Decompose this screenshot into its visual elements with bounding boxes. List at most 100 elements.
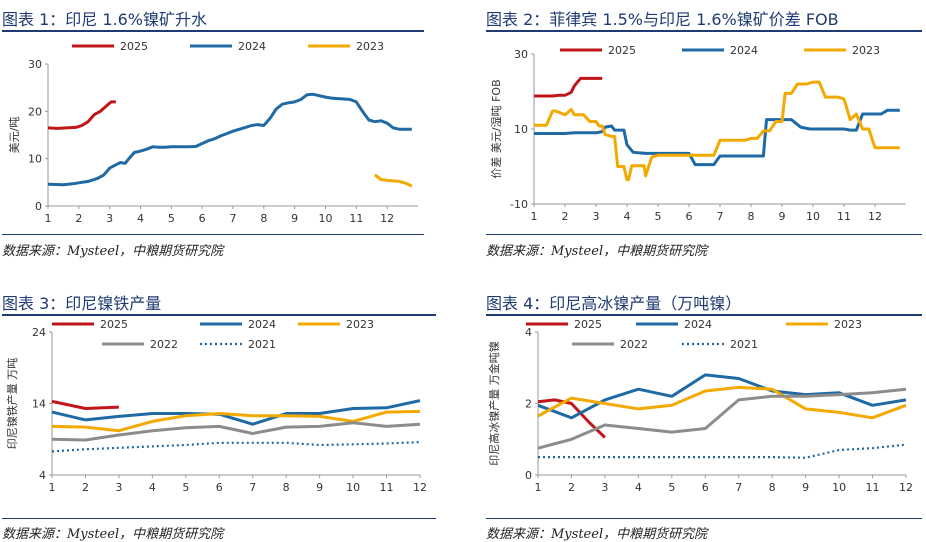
legend-label-2022: 2022 (150, 338, 178, 351)
x-tick-label: 4 (137, 212, 144, 225)
chart-panel-3: 图表 3：印尼镍铁产量 4 14 24 1 2 3 4 5 6 7 8 9 10 11 12 印尼镍铁产量 万… (2, 290, 436, 542)
x-tick-label: 2 (562, 210, 569, 223)
series-line-2023 (537, 385, 907, 420)
legend-label-2024: 2024 (684, 318, 712, 331)
y-tick-label: 24 (32, 326, 46, 339)
legend-label-2023: 2023 (852, 44, 880, 57)
x-tick-label: 11 (349, 212, 363, 225)
x-tick-label: 12 (899, 481, 913, 494)
x-tick-label: 6 (702, 481, 709, 494)
y-axis-label: 美元/吨 (8, 117, 21, 154)
x-tick-label: 5 (168, 212, 175, 225)
series-line-2024 (47, 92, 412, 187)
legend-label-2025: 2025 (120, 40, 148, 53)
source-divider (2, 234, 424, 235)
x-tick-label: 4 (635, 481, 642, 494)
y-axis-label: 印尼镍铁产量 万吨 (5, 358, 19, 450)
x-tick-label: 3 (106, 212, 113, 225)
x-tick-label: 2 (82, 481, 89, 494)
x-tick-label: 2 (75, 212, 82, 225)
x-tick-label: 6 (216, 481, 223, 494)
legend-label-2024: 2024 (238, 40, 266, 53)
source-divider (486, 234, 922, 235)
x-tick-label: 11 (837, 210, 851, 223)
x-tick-label: 5 (655, 210, 662, 223)
y-axis-label: 印尼高冰镍产量 万金吨镍 (487, 341, 501, 466)
y-tick-label: 30 (514, 48, 528, 61)
series-line-2023 (373, 173, 413, 188)
x-tick-label: 10 (832, 481, 846, 494)
x-tick-label: 4 (149, 481, 156, 494)
series-line-2025 (47, 100, 116, 130)
y-tick-label: 0 (35, 200, 42, 213)
legend-label-2022: 2022 (620, 338, 648, 351)
y-tick-label: -10 (510, 198, 528, 211)
chart-panel-1: 图表 1：印尼 1.6%镍矿升水 0 10 20 30 1 2 3 4 5 6 7 8 9 10 11 12 美… (2, 6, 424, 266)
x-tick-label: 12 (868, 210, 882, 223)
series-line-2021 (51, 441, 421, 453)
source-note: 数据来源：Mysteel，中粮期货研究院 (2, 244, 224, 259)
x-tick-label: 11 (866, 481, 880, 494)
series-line-2025 (537, 398, 606, 439)
x-tick-label: 7 (735, 481, 742, 494)
x-tick-label: 10 (346, 481, 360, 494)
x-tick-label: 8 (769, 481, 776, 494)
title-divider (486, 314, 922, 316)
x-tick-label: 6 (199, 212, 206, 225)
source-note: 数据来源：Mysteel，中粮期货研究院 (2, 527, 224, 542)
x-tick-label: 1 (531, 210, 538, 223)
x-tick-label: 1 (535, 481, 542, 494)
x-tick-label: 5 (182, 481, 189, 494)
chart-title: 图表 2：菲律宾 1.5%与印尼 1.6%镍矿价差 FOB (486, 10, 839, 29)
y-tick-label: 30 (28, 58, 42, 71)
chart-title: 图表 1：印尼 1.6%镍矿升水 (2, 10, 208, 29)
y-tick-label: 2 (525, 398, 532, 411)
source-note: 数据来源：Mysteel，中粮期货研究院 (486, 527, 708, 542)
x-tick-label: 7 (717, 210, 724, 223)
series-line-2024 (51, 399, 421, 426)
x-tick-label: 2 (568, 481, 575, 494)
x-tick-label: 10 (806, 210, 820, 223)
series-line-2022 (537, 387, 907, 450)
y-tick-label: 20 (28, 105, 42, 118)
x-tick-label: 10 (319, 212, 333, 225)
x-tick-label: 4 (624, 210, 631, 223)
series-line-2022 (51, 421, 421, 442)
source-divider (486, 518, 922, 519)
legend-label-2023: 2023 (834, 318, 862, 331)
legend-label-2023: 2023 (346, 318, 374, 331)
x-tick-label: 3 (115, 481, 122, 494)
x-tick-label: 8 (748, 210, 755, 223)
title-divider (2, 314, 436, 316)
legend-label-2025: 2025 (574, 318, 602, 331)
x-tick-label: 6 (686, 210, 693, 223)
y-tick-label: 0 (525, 469, 532, 482)
series-line-2024 (534, 108, 900, 167)
x-tick-label: 9 (779, 210, 786, 223)
y-tick-label: 10 (28, 153, 42, 166)
legend-label-2025: 2025 (608, 44, 636, 57)
chart-panel-4: 图表 4：印尼高冰镍产量（万吨镍） 0 2 4 1 2 3 4 5 6 7 8 9 10 11 12 印尼高冰… (486, 290, 922, 542)
series-line-2025 (51, 399, 119, 410)
source-divider (2, 518, 436, 519)
x-tick-label: 3 (601, 481, 608, 494)
series-line-2023 (534, 80, 900, 182)
x-tick-label: 7 (230, 212, 237, 225)
x-tick-label: 11 (380, 481, 394, 494)
y-tick-label: 14 (32, 398, 46, 411)
x-tick-label: 3 (593, 210, 600, 223)
title-divider (2, 30, 424, 32)
chart-title: 图表 4：印尼高冰镍产量（万吨镍） (486, 294, 742, 313)
x-tick-label: 1 (49, 481, 56, 494)
legend-label-2024: 2024 (730, 44, 758, 57)
y-tick-label: 10 (514, 123, 528, 136)
x-tick-label: 9 (316, 481, 323, 494)
x-tick-label: 8 (260, 212, 267, 225)
x-tick-label: 7 (249, 481, 256, 494)
legend-label-2024: 2024 (248, 318, 276, 331)
legend-label-2021: 2021 (248, 338, 276, 351)
y-tick-label: 4 (525, 326, 532, 339)
